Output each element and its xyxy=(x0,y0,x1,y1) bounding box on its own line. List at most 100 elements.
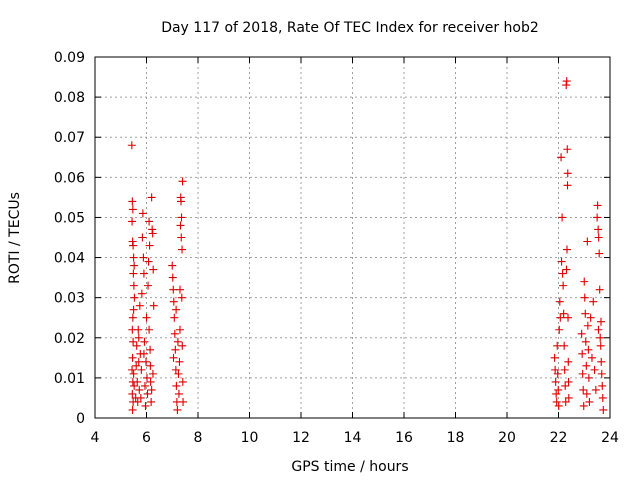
data-point xyxy=(558,213,567,222)
data-point xyxy=(594,325,603,334)
data-point xyxy=(595,285,604,294)
x-tick-label: 18 xyxy=(447,430,465,446)
y-tick-label: 0.02 xyxy=(54,331,85,347)
data-point xyxy=(596,333,605,342)
data-point xyxy=(560,365,569,374)
data-point xyxy=(585,397,594,406)
data-point xyxy=(136,393,145,402)
data-point xyxy=(591,385,600,394)
data-point xyxy=(149,301,158,310)
data-point xyxy=(579,385,588,394)
data-point xyxy=(559,309,568,318)
data-point xyxy=(128,313,137,322)
data-point xyxy=(171,365,180,374)
data-point xyxy=(144,257,153,266)
data-point xyxy=(176,221,185,230)
data-point xyxy=(168,273,177,282)
data-point xyxy=(557,257,566,266)
data-point xyxy=(128,405,137,414)
data-point xyxy=(562,245,571,254)
data-point xyxy=(590,365,599,374)
data-point xyxy=(563,169,572,178)
x-tick-label: 10 xyxy=(241,430,259,446)
data-point xyxy=(596,317,605,326)
data-point xyxy=(172,381,181,390)
x-tick-label: 16 xyxy=(395,430,413,446)
data-point xyxy=(146,377,155,386)
data-point xyxy=(557,153,566,162)
data-point xyxy=(145,325,154,334)
data-point xyxy=(129,241,138,250)
data-point xyxy=(598,381,607,390)
y-tick-label: 0.07 xyxy=(54,130,85,146)
data-point xyxy=(139,253,148,262)
data-point xyxy=(138,209,147,218)
data-point xyxy=(135,301,144,310)
data-point xyxy=(564,313,573,322)
data-point xyxy=(564,393,573,402)
data-point xyxy=(146,345,155,354)
data-point xyxy=(127,141,136,150)
data-point xyxy=(177,293,186,302)
data-point xyxy=(128,365,137,374)
x-tick-label: 4 xyxy=(91,430,100,446)
data-point xyxy=(170,329,179,338)
y-tick-label: 0.06 xyxy=(54,170,85,186)
data-point xyxy=(594,233,603,242)
data-point xyxy=(552,389,561,398)
data-point xyxy=(132,341,141,350)
data-point xyxy=(148,369,157,378)
data-point xyxy=(147,193,156,202)
data-point xyxy=(554,401,563,410)
data-point xyxy=(128,205,137,214)
data-point xyxy=(171,345,180,354)
x-axis-label: GPS time / hours xyxy=(291,459,408,475)
data-point xyxy=(169,297,178,306)
data-point xyxy=(128,389,137,398)
data-point xyxy=(147,397,156,406)
y-tick-label: 0 xyxy=(76,411,85,427)
data-point xyxy=(599,405,608,414)
data-point xyxy=(578,349,587,358)
data-point xyxy=(593,201,602,210)
data-point xyxy=(178,377,187,386)
chart-title: Day 117 of 2018, Rate Of TEC Index for r… xyxy=(161,20,539,36)
data-point xyxy=(137,365,146,374)
data-point xyxy=(178,177,187,186)
data-point xyxy=(177,233,186,242)
data-point xyxy=(134,333,143,342)
data-point xyxy=(579,401,588,410)
data-point xyxy=(174,389,183,398)
data-point xyxy=(169,285,178,294)
data-point xyxy=(139,349,148,358)
data-point xyxy=(133,377,142,386)
data-point xyxy=(594,225,603,234)
data-point xyxy=(597,369,606,378)
data-point xyxy=(169,353,178,362)
data-point xyxy=(598,393,607,402)
data-point xyxy=(563,181,572,190)
data-point xyxy=(561,381,570,390)
data-point xyxy=(143,389,152,398)
data-point xyxy=(581,337,590,346)
data-point xyxy=(556,313,565,322)
data-point xyxy=(563,145,572,154)
data-point xyxy=(561,397,570,406)
data-point xyxy=(173,405,182,414)
data-point xyxy=(130,261,139,270)
data-point xyxy=(138,233,147,242)
x-tick-label: 8 xyxy=(194,430,203,446)
data-point xyxy=(554,385,563,394)
data-point xyxy=(555,297,564,306)
data-point xyxy=(597,357,606,366)
data-point xyxy=(584,345,593,354)
data-point xyxy=(562,265,571,274)
data-point xyxy=(129,337,138,346)
x-tick-label: 12 xyxy=(292,430,310,446)
data-point xyxy=(134,325,143,334)
data-point xyxy=(148,229,157,238)
data-point xyxy=(552,397,561,406)
y-tick-label: 0.05 xyxy=(54,210,85,226)
data-point xyxy=(587,353,596,362)
